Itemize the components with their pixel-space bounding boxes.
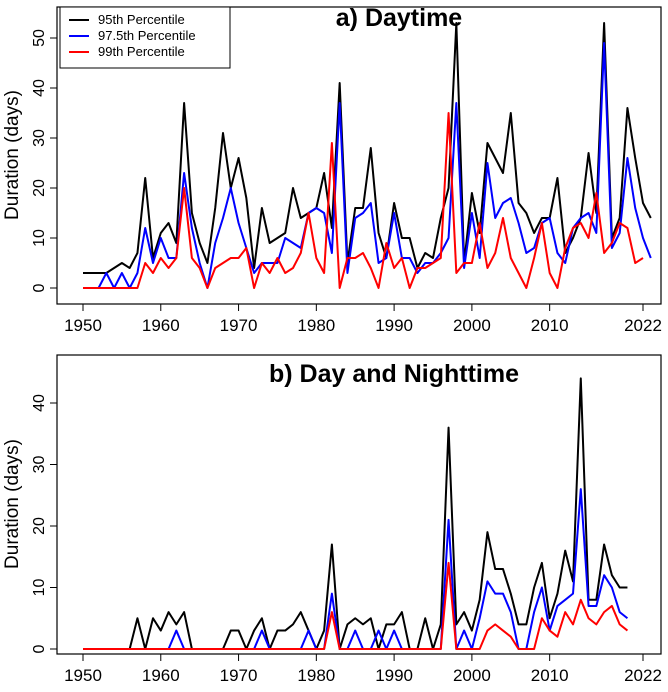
x-tick-label: 1950 — [64, 666, 102, 685]
plot-frame — [56, 6, 662, 305]
series-lines — [83, 22, 652, 289]
series-line-99th-percentile — [83, 112, 644, 289]
x-tick-label: 1970 — [220, 316, 258, 335]
legend: 95th Percentile 97.5th Percentile 99th P… — [59, 6, 231, 69]
x-tick-label: 2010 — [531, 666, 569, 685]
x-tick-label: 1990 — [375, 316, 413, 335]
y-tick-label: 0 — [31, 283, 48, 292]
y-tick-label: 10 — [31, 579, 48, 597]
y-tick-label: 0 — [31, 644, 48, 653]
x-tick-label: 2000 — [453, 316, 491, 335]
y-tick-label: 40 — [31, 79, 48, 97]
y-axis-ticks: 0 10 20 30 40 50 — [31, 29, 57, 292]
x-axis-ticks: 1950 1960 1970 1980 1990 2000 2010 2022 — [64, 654, 662, 685]
chart-title: a) Daytime — [336, 4, 463, 32]
series-line-99th-percentile — [83, 561, 629, 650]
legend-label-95th: 95th Percentile — [98, 12, 185, 27]
x-tick-label: 1950 — [64, 316, 102, 335]
legend-label-97-5th: 97.5th Percentile — [98, 28, 196, 43]
y-axis-label: Duration (days) — [2, 439, 23, 569]
series-line-95th-percentile — [83, 377, 628, 650]
x-tick-label: 1990 — [375, 666, 413, 685]
chart-title: b) Day and Nighttime — [269, 360, 519, 388]
y-axis-label: Duration (days) — [2, 90, 23, 220]
x-tick-label: 2000 — [453, 666, 491, 685]
y-tick-label: 10 — [31, 229, 48, 247]
x-tick-label: 2022 — [624, 316, 662, 335]
panel-day-and-nighttime: b) Day and Nighttime Duration (days) 0 10… — [2, 354, 662, 685]
y-tick-label: 30 — [31, 456, 48, 474]
x-tick-label: 1980 — [297, 666, 335, 685]
plot-frame — [56, 354, 662, 655]
x-tick-label: 1960 — [142, 666, 180, 685]
legend-label-99th: 99th Percentile — [98, 44, 185, 59]
legend-box — [59, 6, 231, 69]
x-tick-label: 2010 — [531, 316, 569, 335]
y-tick-label: 50 — [31, 29, 48, 47]
x-tick-label: 1980 — [297, 316, 335, 335]
y-tick-label: 20 — [31, 517, 48, 535]
x-axis-ticks: 1950 1960 1970 1980 1990 2000 2010 2022 — [64, 304, 662, 335]
series-line-95th-percentile — [83, 22, 652, 274]
series-line-97-5th-percentile — [83, 488, 629, 650]
y-tick-label: 30 — [31, 129, 48, 147]
x-tick-label: 1970 — [220, 666, 258, 685]
y-tick-label: 40 — [31, 394, 48, 412]
panel-daytime: a) Daytime Duration (days) 0 10 20 30 40 50 1… — [2, 4, 662, 335]
x-tick-label: 1960 — [142, 316, 180, 335]
y-tick-label: 20 — [31, 179, 48, 197]
x-tick-label: 2022 — [624, 666, 662, 685]
series-lines — [83, 377, 629, 650]
y-axis-ticks: 0 10 20 30 40 — [31, 394, 57, 653]
